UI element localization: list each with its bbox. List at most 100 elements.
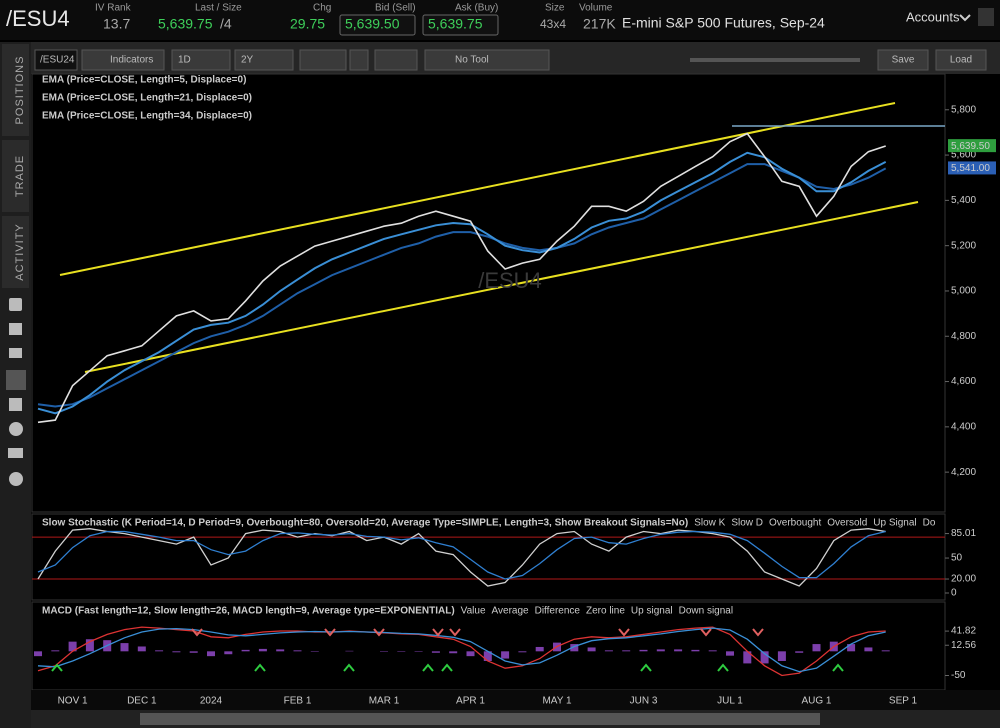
icon[interactable]: [6, 370, 26, 390]
channel-line[interactable]: [84, 201, 919, 373]
tool-select[interactable]: [424, 49, 550, 71]
field-value: 43x4: [540, 17, 566, 31]
price-tag-label: 5,639.50: [951, 141, 990, 152]
field-label: Ask (Buy): [455, 3, 498, 14]
accounts-menu[interactable]: Accounts: [906, 9, 960, 24]
x-tick-label: MAY 1: [542, 696, 572, 707]
tab-bg[interactable]: [2, 140, 29, 212]
toolbar-label: Save: [892, 55, 915, 66]
histogram-bar: [276, 649, 285, 652]
icon[interactable]: [9, 422, 23, 436]
channel-line[interactable]: [59, 102, 896, 276]
field-label: Size: [545, 3, 565, 14]
y-tick-label: 4,800: [951, 331, 976, 342]
range-select[interactable]: [234, 49, 294, 71]
histogram-bar: [691, 649, 700, 652]
trend-channel: [59, 102, 919, 373]
aggregation-select[interactable]: [171, 49, 231, 71]
toolbar-symbol: /ESU24: [40, 55, 75, 66]
up-signal: [343, 663, 355, 672]
x-tick-label: APR 1: [456, 696, 485, 707]
field-value: 5,639.50: [345, 16, 400, 32]
y-tick-label: 0: [951, 588, 957, 599]
style-button[interactable]: [299, 49, 347, 71]
y-tick-label: 4,200: [951, 467, 976, 478]
series-line: [37, 528, 886, 587]
price-tag: [948, 139, 996, 153]
symbol[interactable]: /ESU4: [6, 6, 70, 31]
menu-button[interactable]: [978, 8, 994, 26]
histogram-bar: [155, 650, 164, 652]
y-tick-label: 85.01: [951, 528, 976, 539]
y-tick-label: 5,400: [951, 195, 976, 206]
histogram-bar: [501, 651, 510, 659]
toolbar-label: 2Y: [241, 55, 254, 66]
histogram-bar: [51, 650, 60, 652]
bid-box[interactable]: [339, 14, 416, 36]
icon[interactable]: [9, 298, 22, 311]
histogram-bar: [207, 651, 215, 657]
tab-bg[interactable]: [2, 44, 29, 136]
legend-entry: Value: [461, 606, 486, 617]
ask-box[interactable]: [422, 14, 499, 36]
x-tick-label: SEP 1: [889, 696, 918, 707]
histogram-bar: [120, 643, 129, 652]
histogram-bar: [656, 649, 665, 652]
histogram-bar: [535, 646, 544, 652]
watermark: /ESU4: [478, 268, 542, 293]
up-signal: [717, 663, 729, 672]
down-signal: [191, 628, 203, 637]
legend-entry: Do: [923, 518, 936, 529]
y-tick-label: 41.82: [951, 626, 976, 637]
zoom-slider[interactable]: [690, 58, 860, 62]
tab-bg[interactable]: [2, 216, 29, 288]
field-value: 217K: [583, 16, 616, 32]
icon[interactable]: [9, 398, 22, 411]
up-signal: [441, 663, 453, 672]
sidebar-tab[interactable]: TRADE: [14, 155, 26, 197]
x-tick-label: FEB 1: [284, 696, 312, 707]
x-tick-label: 2024: [200, 696, 223, 707]
field-value: 29.75: [290, 16, 325, 32]
price-tag-label: 5,541.00: [951, 163, 990, 174]
icon[interactable]: [8, 448, 23, 458]
layout-button[interactable]: [374, 49, 418, 71]
histogram-bar: [622, 650, 631, 652]
series-line: [37, 530, 886, 580]
y-tick-label: 4,400: [951, 421, 976, 432]
histogram-bar: [708, 650, 717, 652]
load-button[interactable]: [935, 49, 987, 71]
icon[interactable]: [9, 348, 22, 358]
indicators-button[interactable]: [81, 49, 165, 71]
icon[interactable]: [9, 323, 22, 335]
y-tick-label: 5,800: [951, 104, 976, 115]
field-value: 5,639.75: [428, 16, 483, 32]
histogram-bar: [483, 651, 492, 661]
icon[interactable]: [9, 472, 23, 486]
x-tick-label: JUN 3: [630, 696, 658, 707]
down-signal: [449, 628, 461, 637]
histogram-bar: [466, 651, 475, 657]
histogram-bar: [570, 644, 579, 652]
y-tick-label: 5,200: [951, 240, 976, 251]
legend-entry: Up signal: [631, 606, 673, 617]
toolbar-label: No Tool: [455, 55, 489, 66]
settings-button[interactable]: [349, 49, 369, 71]
series-line: [37, 132, 886, 424]
chevron: [959, 14, 971, 22]
histogram-bar: [68, 641, 77, 652]
y-tick-label: -50: [951, 670, 966, 681]
scroll-thumb[interactable]: [140, 713, 820, 725]
histogram-bar: [639, 649, 648, 652]
toolbar-label: Indicators: [110, 55, 153, 66]
down-signal: [432, 628, 444, 637]
symbol-input[interactable]: [34, 49, 78, 71]
legend-entry: Average: [492, 606, 530, 617]
series-line: [37, 151, 887, 415]
legend-entry: Slow Stochastic (K Period=14, D Period=9…: [42, 518, 688, 529]
sidebar-tab[interactable]: ACTIVITY: [14, 223, 26, 281]
y-tick-label: 12.56: [951, 640, 976, 651]
save-button[interactable]: [877, 49, 929, 71]
sidebar-tab[interactable]: POSITIONS: [14, 56, 26, 125]
